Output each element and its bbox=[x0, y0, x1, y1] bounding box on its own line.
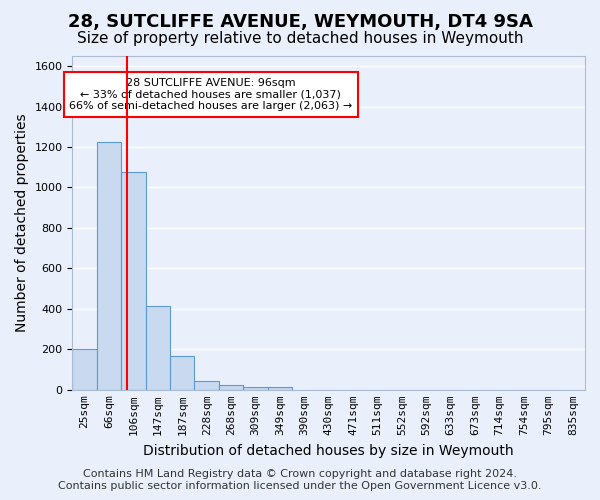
Text: 28, SUTCLIFFE AVENUE, WEYMOUTH, DT4 9SA: 28, SUTCLIFFE AVENUE, WEYMOUTH, DT4 9SA bbox=[68, 12, 532, 30]
Bar bbox=[243, 387, 268, 390]
Bar bbox=[146, 306, 170, 390]
Bar bbox=[170, 356, 194, 390]
Bar bbox=[121, 172, 146, 390]
Text: Size of property relative to detached houses in Weymouth: Size of property relative to detached ho… bbox=[77, 31, 523, 46]
Bar bbox=[73, 350, 97, 390]
Text: 28 SUTCLIFFE AVENUE: 96sqm
← 33% of detached houses are smaller (1,037)
66% of s: 28 SUTCLIFFE AVENUE: 96sqm ← 33% of deta… bbox=[69, 78, 352, 111]
Text: Contains HM Land Registry data © Crown copyright and database right 2024.
Contai: Contains HM Land Registry data © Crown c… bbox=[58, 470, 542, 491]
Bar bbox=[97, 142, 121, 390]
Y-axis label: Number of detached properties: Number of detached properties bbox=[15, 114, 29, 332]
Bar bbox=[194, 380, 219, 390]
Bar bbox=[219, 384, 243, 390]
Bar bbox=[268, 387, 292, 390]
X-axis label: Distribution of detached houses by size in Weymouth: Distribution of detached houses by size … bbox=[143, 444, 514, 458]
